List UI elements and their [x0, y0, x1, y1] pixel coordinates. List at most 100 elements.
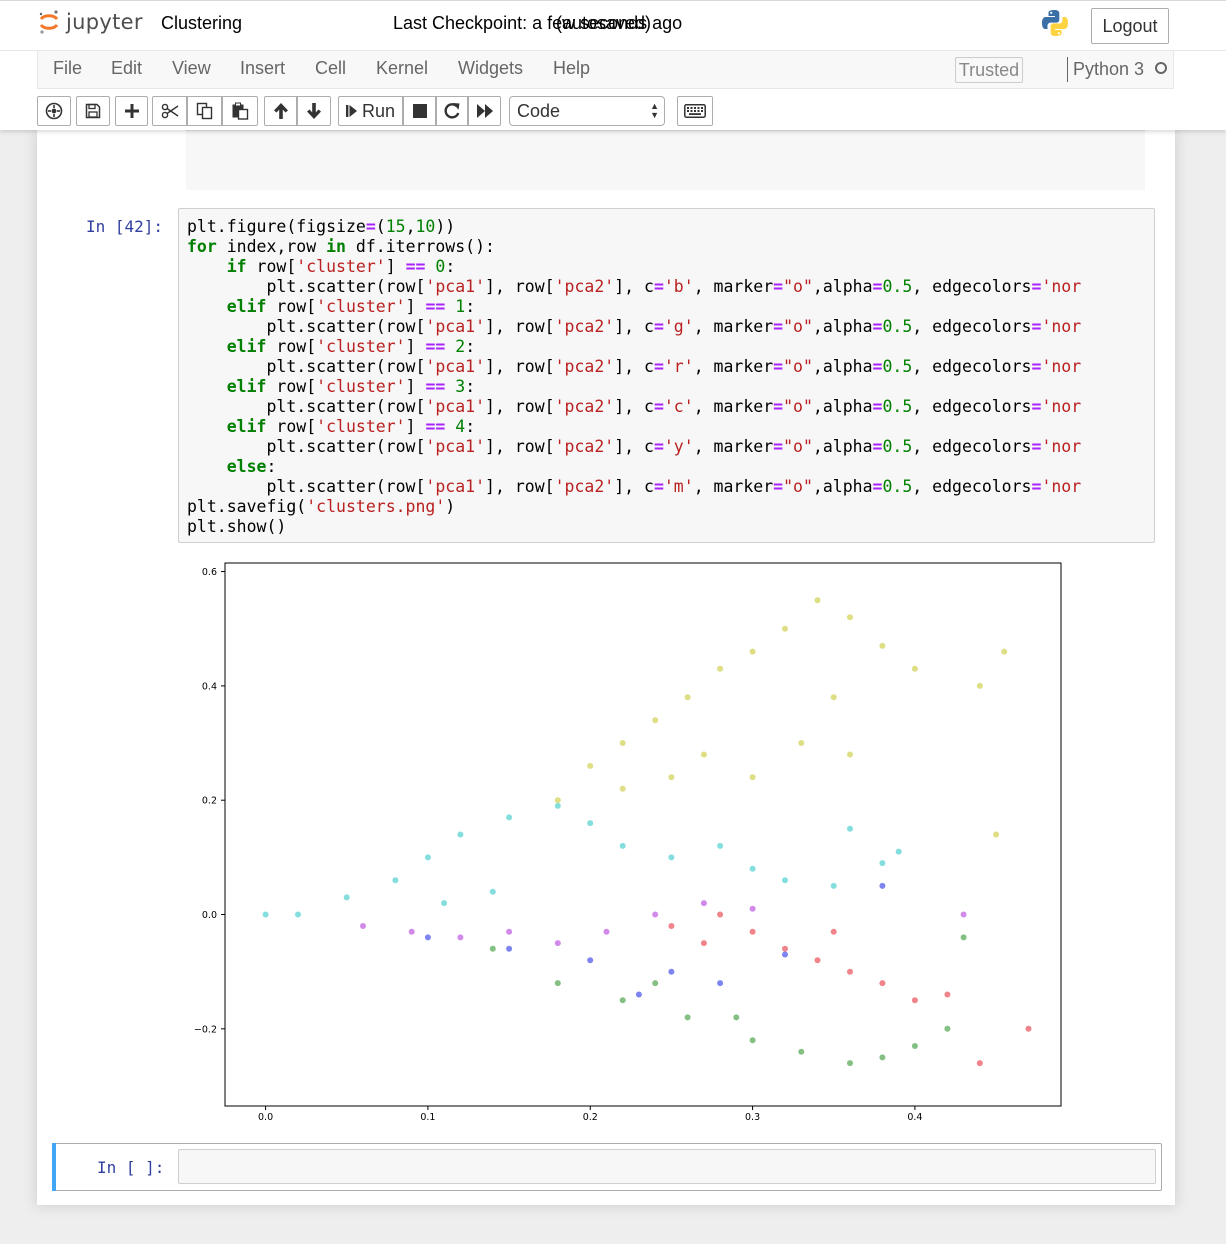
data-point [717, 842, 724, 849]
x-tick-label: 0.0 [258, 1112, 273, 1120]
x-tick-label: 0.1 [420, 1112, 435, 1120]
code-line: elif row['cluster'] == 1: [226, 297, 476, 316]
logout-button[interactable]: Logout [1091, 8, 1169, 44]
fast-forward-icon [476, 103, 494, 119]
data-point [652, 980, 659, 987]
data-point [847, 825, 853, 832]
python-logo-icon [1040, 8, 1070, 38]
save-icon [85, 103, 101, 119]
code-line: plt.scatter(row['pca1'], row['pca2'], c=… [187, 277, 1082, 296]
data-point [879, 860, 886, 867]
restart-run-all-button[interactable] [468, 96, 501, 126]
data-point [944, 1025, 951, 1032]
restart-kernel-button[interactable] [436, 96, 468, 126]
data-point [619, 785, 626, 792]
move-down-button[interactable] [297, 96, 331, 126]
data-point [506, 928, 513, 935]
data-point [976, 682, 983, 689]
code-line: plt.scatter(row['pca1'], row['pca2'], c=… [187, 397, 1082, 416]
empty-code-cell[interactable]: In [ ]: [52, 1143, 1162, 1191]
insert-cell-button[interactable] [115, 96, 148, 126]
code-input-area[interactable]: plt.figure(figsize=(15,10)) for index,ro… [178, 208, 1155, 543]
code-line: plt.show() [187, 517, 287, 536]
paste-button[interactable] [222, 96, 258, 126]
data-point [668, 774, 675, 781]
data-point [782, 625, 788, 632]
run-button[interactable]: Run [338, 96, 403, 126]
data-point [424, 854, 431, 861]
data-point [668, 923, 675, 929]
data-point [587, 820, 594, 827]
selected-cell-indicator [52, 1143, 56, 1191]
y-tick-label: 0.4 [202, 681, 217, 692]
menu-widgets[interactable]: Widgets [458, 58, 524, 78]
notebook-title[interactable]: Clustering [161, 13, 243, 33]
keyboard-shortcuts-button[interactable] [677, 96, 713, 126]
step-forward-icon [345, 104, 358, 118]
scatter-points [262, 597, 1032, 1067]
data-point [782, 951, 788, 958]
data-point [960, 934, 967, 941]
menu-cell[interactable]: Cell [315, 58, 347, 78]
data-point [360, 923, 366, 929]
trusted-indicator[interactable]: Trusted [955, 57, 1023, 83]
data-point [587, 762, 594, 769]
jupyter-logo[interactable]: jupyter [38, 8, 143, 36]
data-point [668, 854, 675, 861]
y-tick-label: −0.2 [194, 1024, 217, 1035]
menu-insert[interactable]: Insert [240, 58, 286, 78]
copy-icon [196, 102, 214, 120]
scatter-plot: 0.0 0.1 0.2 0.3 0.4 −0.2 0.0 0.2 0.4 0.6 [194, 562, 1062, 1120]
data-point [733, 1014, 740, 1021]
data-point [879, 642, 886, 649]
data-point [749, 648, 756, 655]
empty-cell-input[interactable] [178, 1149, 1156, 1184]
empty-cell-prompt: In [ ]: [97, 1158, 165, 1177]
copy-button[interactable] [187, 96, 222, 126]
x-tick-label: 0.2 [583, 1112, 598, 1120]
data-point [457, 934, 464, 941]
data-point [457, 831, 464, 838]
menu-edit[interactable]: Edit [111, 58, 143, 78]
menu-kernel[interactable]: Kernel [376, 58, 429, 78]
cut-icon [161, 103, 179, 119]
data-point [960, 911, 967, 918]
command-palette-button[interactable] [37, 96, 71, 126]
menu-view[interactable]: View [172, 58, 211, 78]
series-3 [489, 934, 967, 1067]
kernel-divider [1067, 57, 1068, 82]
data-point [554, 980, 561, 987]
data-point [749, 1037, 756, 1044]
data-point [749, 928, 756, 935]
data-point [895, 848, 902, 855]
data-point [295, 911, 301, 918]
data-point [700, 751, 707, 758]
data-point [603, 928, 610, 935]
data-point [749, 905, 756, 912]
menu-file[interactable]: File [53, 58, 83, 78]
data-point [847, 968, 853, 975]
code-line: for index,row in df.iterrows(): [187, 237, 495, 256]
kernel-name[interactable]: Python 3 [1073, 59, 1145, 79]
data-point [717, 665, 724, 672]
data-point [668, 968, 675, 975]
cut-button[interactable] [152, 96, 187, 126]
save-button[interactable] [76, 96, 110, 126]
checkpoint-status: Last Checkpoint: a few seconds ago [393, 13, 683, 33]
move-up-button[interactable] [264, 96, 297, 126]
interrupt-button[interactable] [403, 96, 436, 126]
x-tick-label: 0.3 [745, 1112, 760, 1120]
code-line: elif row['cluster'] == 3: [226, 377, 476, 396]
data-point [782, 877, 788, 884]
kernel-idle-icon [1155, 62, 1167, 74]
menu-help[interactable]: Help [553, 58, 591, 78]
data-point [506, 814, 513, 821]
data-point [1025, 1025, 1032, 1032]
keyboard-icon [684, 104, 706, 118]
data-point [700, 940, 707, 947]
data-point [814, 957, 821, 964]
cell-type-select[interactable]: Code ▲ ▼ [509, 96, 665, 126]
code-editor[interactable]: plt.figure(figsize=(15,10)) for index,ro… [187, 217, 1081, 537]
data-point [489, 945, 496, 952]
data-point [993, 831, 1000, 838]
